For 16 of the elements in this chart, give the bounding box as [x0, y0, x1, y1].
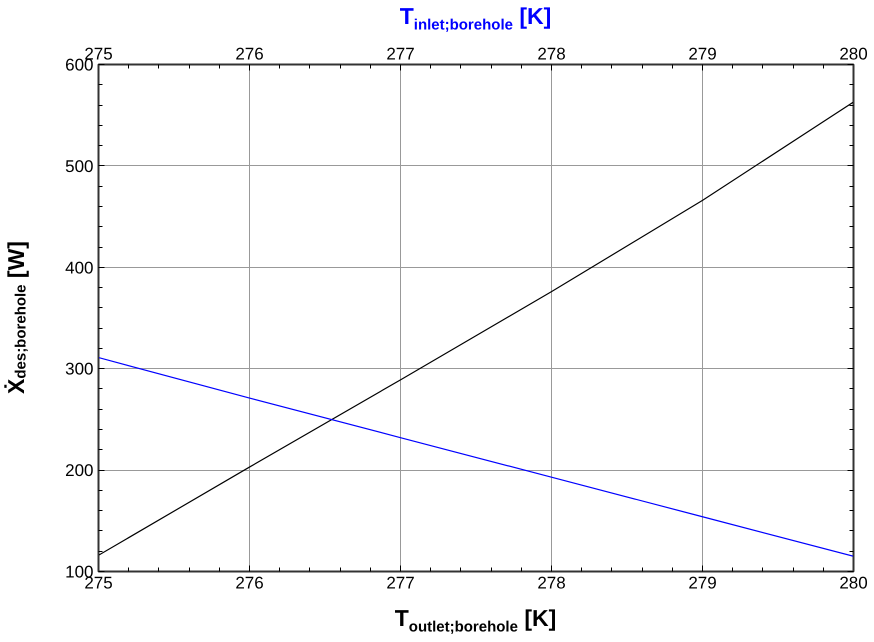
x2-tick-label: 278: [537, 574, 566, 592]
x2-tick-label: 277: [386, 574, 415, 592]
x-tick-label: 280: [839, 44, 868, 64]
x-tick-label: 277: [386, 44, 415, 64]
x2-tick-label: 280: [839, 574, 868, 592]
x-tick-label: 276: [235, 44, 264, 64]
y-tick-label: 300: [65, 360, 94, 379]
x2-tick-label: 276: [235, 574, 264, 592]
y-tick-label: 500: [65, 156, 94, 176]
y-tick-label: 200: [65, 461, 94, 480]
x-axis-title: T$_{outlet;borehole}$ [K]: [394, 604, 558, 638]
x2-tick-label: 279: [688, 574, 717, 592]
x-tick-label: 279: [688, 44, 717, 64]
x2-axis-title: T$_{inlet;borehole}$ [K]: [398, 2, 552, 36]
x-tick-label: 278: [537, 44, 566, 64]
y-tick-label: 400: [65, 258, 94, 278]
